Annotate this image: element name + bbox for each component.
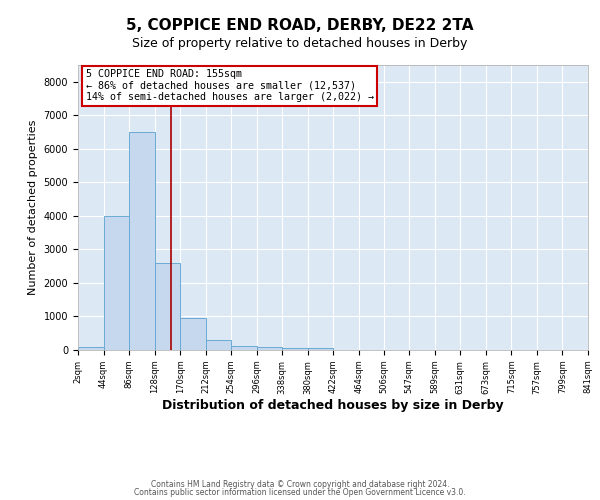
Text: 5, COPPICE END ROAD, DERBY, DE22 2TA: 5, COPPICE END ROAD, DERBY, DE22 2TA (126, 18, 474, 32)
Bar (257, 348, 282, 350)
Y-axis label: Number of detached properties: Number of detached properties (28, 120, 38, 295)
Bar (206, 340, 231, 350)
Bar (155, 263, 180, 350)
Text: Size of property relative to detached houses in Derby: Size of property relative to detached ho… (133, 38, 467, 51)
Bar (129, 132, 155, 350)
Bar (104, 216, 129, 350)
Bar (282, 348, 308, 350)
X-axis label: Distribution of detached houses by size in Derby: Distribution of detached houses by size … (162, 400, 504, 412)
Text: 5 COPPICE END ROAD: 155sqm
← 86% of detached houses are smaller (12,537)
14% of : 5 COPPICE END ROAD: 155sqm ← 86% of deta… (86, 70, 374, 102)
Bar (308, 348, 334, 350)
Bar (78, 348, 104, 350)
Text: Contains HM Land Registry data © Crown copyright and database right 2024.: Contains HM Land Registry data © Crown c… (151, 480, 449, 489)
Text: Contains public sector information licensed under the Open Government Licence v3: Contains public sector information licen… (134, 488, 466, 497)
Bar (180, 318, 206, 350)
Bar (231, 346, 257, 350)
